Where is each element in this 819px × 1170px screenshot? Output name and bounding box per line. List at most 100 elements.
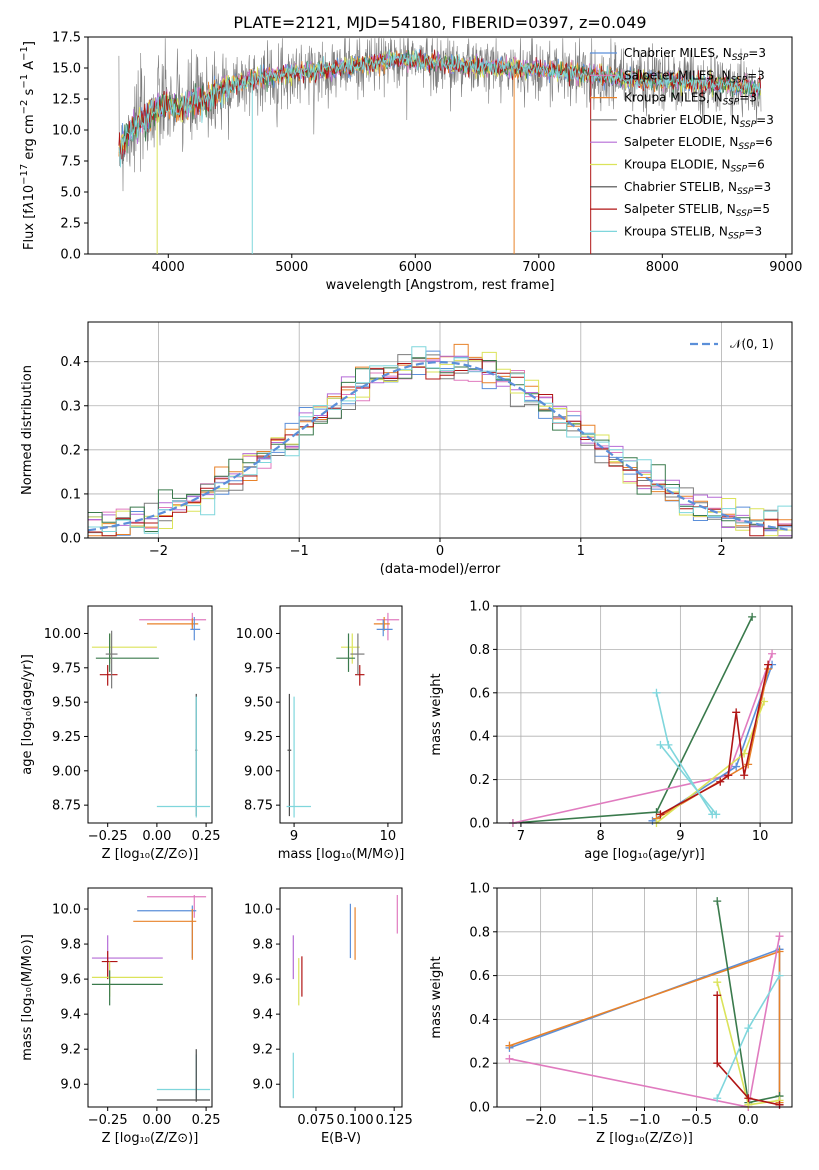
y-tick-label: 0.2 (469, 1057, 490, 1072)
y-tick-label: 10.00 (236, 627, 273, 642)
y-tick-label: 8.75 (244, 799, 273, 814)
x-tick-label: 0.0 (738, 1113, 759, 1128)
y-tick-label: 9.6 (60, 973, 81, 988)
x-axis-label: Z [log₁₀(Z/Z⊙)] (102, 1131, 199, 1146)
y-tick-label: 0.0 (60, 248, 81, 263)
axes-frame (87, 887, 213, 1108)
y-tick-label: 0.2 (60, 443, 81, 458)
weight-vs-metallicity-panel: −2.0 −1.5 −1.0 −0.5 0.0 0.0 0.2 0.4 0.6 0.8 1.0 Z [… (429, 882, 793, 1146)
y-tick-label: 9.50 (244, 696, 273, 711)
weight-point (744, 1094, 753, 1103)
weight-point (716, 777, 725, 786)
y-tick-label: 9.2 (60, 1043, 81, 1058)
x-tick-label: 9000 (769, 260, 802, 275)
weight-point (744, 760, 753, 769)
x-tick-label: 6000 (399, 260, 432, 275)
x-tick-label: 0.125 (376, 1113, 413, 1128)
x-tick-label: −2.0 (525, 1113, 557, 1128)
weight-point (744, 1024, 753, 1033)
weight-point (713, 978, 722, 987)
spectrum-panel: 4000 5000 6000 7000 8000 9000 0.0 2.5 5.0 7.5 10.0… (19, 31, 802, 294)
y-tick-label: 10.00 (44, 627, 81, 642)
y-tick-label: 17.5 (52, 31, 81, 46)
spectrum-line (118, 48, 761, 168)
weight-point (760, 697, 769, 706)
y-tick-label: 2.5 (60, 217, 81, 232)
y-tick-label: 10.0 (244, 903, 273, 918)
x-axis-label: age [log₁₀(age/yr)] (584, 847, 705, 862)
gaussian-curve (87, 360, 793, 532)
y-tick-label: 0.1 (60, 487, 81, 502)
x-tick-label: −1.0 (629, 1113, 661, 1128)
weight-point (713, 1094, 722, 1103)
y-tick-label: 0.0 (60, 532, 81, 547)
y-tick-label: 0.4 (60, 355, 81, 370)
y-axis-label: Normed distribution (20, 365, 35, 495)
legend-entry: Kroupa ELODIE, NSSP=6 (624, 158, 765, 175)
weight-point (713, 991, 722, 1000)
axes-frame (87, 605, 213, 824)
y-tick-label: 0.2 (469, 773, 490, 788)
axes-frame (87, 36, 793, 255)
x-axis-label: Z [log₁₀(Z/Z⊙)] (596, 1131, 693, 1146)
y-tick-label: 7.5 (60, 155, 81, 170)
y-tick-label: 9.00 (52, 764, 81, 779)
y-tick-label: 9.8 (60, 938, 81, 953)
x-tick-label: 10 (752, 829, 769, 844)
weight-series-line (716, 995, 780, 1106)
x-axis-label: E(B-V) (321, 1131, 361, 1146)
x-axis-label: (data-model)/error (380, 562, 501, 577)
y-tick-label: 10.0 (52, 903, 81, 918)
figure-title: PLATE=2121, MJD=54180, FIBERID=0397, z=0… (233, 13, 646, 32)
weight-point (768, 649, 777, 658)
x-tick-label: 0 (436, 544, 444, 559)
axes-frame (279, 605, 403, 824)
weight-point (656, 810, 665, 819)
x-tick-label: 8000 (646, 260, 679, 275)
x-tick-label: −2 (149, 544, 168, 559)
mass-vs-metallicity-panel: −0.25 0.00 0.25 9.0 9.2 9.4 9.6 9.8 10.0 Z [log₁₀… (20, 887, 221, 1146)
weight-point (664, 740, 673, 749)
y-tick-label: 15.0 (52, 62, 81, 77)
y-tick-label: 9.8 (252, 938, 273, 953)
legend-entry: Salpeter ELODIE, NSSP=6 (624, 135, 773, 152)
x-axis-label: wavelength [Angstrom, rest frame] (326, 278, 555, 293)
y-tick-label: 0.6 (469, 969, 490, 984)
y-tick-label: 0.4 (469, 1013, 490, 1028)
weight-series-line (512, 616, 753, 824)
x-tick-label: 0.075 (297, 1113, 334, 1128)
y-tick-label: 8.75 (52, 799, 81, 814)
axes-frame (279, 887, 403, 1108)
legend-entry: Salpeter STELIB, NSSP=5 (624, 202, 770, 219)
x-tick-label: −0.5 (681, 1113, 713, 1128)
age-vs-mass-panel: 9 10 8.75 9.00 9.25 9.50 9.75 10.00 mass [log₁₀(… (236, 605, 404, 862)
weight-point (712, 810, 721, 819)
weight-point (732, 708, 741, 717)
y-axis-label: Flux [fλ10−17 erg cm−2 s−1 A−1] (19, 41, 37, 250)
y-tick-label: 9.00 (244, 764, 273, 779)
residuals-histogram-panel: −2 −1 0 1 2 0.0 0.1 0.2 0.3 0.4 (data-model)/error… (20, 321, 793, 577)
weight-point (652, 688, 661, 697)
x-tick-label: 4000 (152, 260, 185, 275)
x-tick-label: 2 (717, 544, 725, 559)
y-tick-label: 0.6 (469, 686, 490, 701)
y-tick-label: 0.3 (60, 399, 81, 414)
weight-point (732, 762, 741, 771)
y-tick-label: 9.75 (52, 661, 81, 676)
y-tick-label: 0.4 (469, 730, 490, 745)
x-tick-label: 0.25 (192, 1113, 221, 1128)
y-tick-label: 9.0 (60, 1078, 81, 1093)
histogram-series (88, 346, 792, 534)
y-tick-label: 12.5 (52, 93, 81, 108)
y-tick-label: 9.25 (52, 730, 81, 745)
x-tick-label: 9 (290, 829, 298, 844)
y-tick-label: 1.0 (469, 600, 490, 615)
x-tick-label: 7 (517, 829, 525, 844)
y-axis-label: age [log₁₀(age/yr)] (20, 654, 35, 775)
y-tick-label: 9.50 (52, 696, 81, 711)
weight-point (724, 771, 733, 780)
y-tick-label: 9.75 (244, 661, 273, 676)
y-tick-label: 9.25 (244, 730, 273, 745)
x-tick-label: 7000 (522, 260, 555, 275)
